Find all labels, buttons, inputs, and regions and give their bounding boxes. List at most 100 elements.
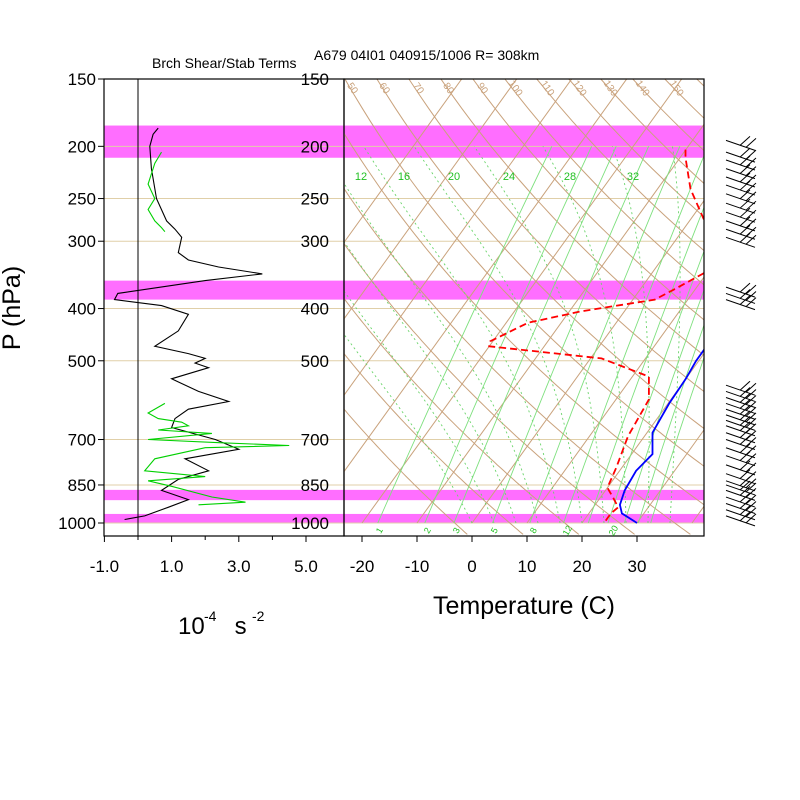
dry-adiabat — [600, 79, 704, 185]
dry-adiabat — [504, 79, 704, 286]
moist-adiabat — [344, 333, 473, 524]
wind-barb — [725, 232, 757, 248]
left-x-unit-label: 10 -4 s -2 — [178, 608, 265, 640]
wind-barb-flag — [745, 507, 757, 518]
isotherm — [344, 79, 573, 397]
mixing-ratio-label: 32 — [627, 171, 639, 183]
skewt-pressure-label: 300 — [301, 232, 329, 251]
isotherm — [581, 352, 704, 524]
wind-barb — [725, 492, 757, 508]
wind-barb — [725, 476, 757, 492]
pressure-tick-label: 850 — [68, 476, 96, 495]
isotherm — [344, 79, 518, 320]
x-tick-label: 5.0 — [294, 557, 318, 576]
potential-temperature-label: 80 — [440, 81, 456, 97]
wind-barb-flag — [739, 172, 751, 183]
pressure-tick-label: 200 — [68, 137, 96, 156]
wind-barb-flag — [739, 505, 751, 516]
wind-barb — [725, 511, 757, 527]
wind-barb-flag — [745, 166, 757, 177]
mixing-ratio-label: 3 — [451, 526, 462, 535]
dry-adiabat — [376, 79, 704, 430]
wind-barb-flag — [745, 382, 757, 393]
mixing-ratio-line — [424, 146, 593, 524]
wind-barb-flag — [739, 282, 751, 293]
wind-barb-flag — [745, 297, 757, 307]
mixing-ratio-line — [453, 146, 617, 524]
left-pressure-ticks: 150 200 250 300 400 500 700 850 1000 — [58, 70, 104, 533]
mixing-ratio-label: 24 — [503, 171, 515, 183]
pressure-tick-label: 500 — [68, 352, 96, 371]
wind-barb — [725, 451, 757, 467]
wind-barb — [725, 216, 757, 232]
mixing-ratio-line — [637, 323, 704, 524]
mixing-ratio-label: 1 — [374, 526, 385, 535]
wind-barb — [725, 486, 757, 501]
unit-exponent-1: -4 — [204, 608, 217, 624]
wind-barb-flag — [739, 147, 751, 158]
wind-barb — [725, 469, 757, 485]
wind-barb — [725, 224, 757, 240]
left-series-group — [113, 127, 290, 521]
potential-temperature-label: 120 — [570, 79, 589, 99]
y-axis-label: P (hPa) — [0, 266, 26, 350]
wind-barb-flag — [739, 393, 751, 403]
wind-barb-flag — [739, 207, 751, 218]
wind-barb-flag — [739, 289, 751, 299]
wind-barb-flag — [739, 410, 751, 421]
wind-barb — [725, 198, 757, 214]
mixing-ratio-label: 20 — [607, 524, 621, 538]
mixing-ratio-label: 12 — [355, 171, 367, 183]
wind-barb — [725, 155, 757, 171]
x-tick-label: 1.0 — [160, 557, 184, 576]
dry-adiabat — [344, 408, 468, 535]
mixing-ratio-line — [563, 154, 704, 524]
wind-barb — [725, 435, 757, 450]
mixing-ratio-label: 8 — [528, 526, 539, 535]
wind-barb-flag — [745, 501, 757, 511]
wind-barb-flag — [739, 295, 751, 305]
wind-barb-flag — [739, 476, 751, 487]
wind-barb-flag — [745, 462, 757, 473]
wind-barb-flag — [739, 443, 751, 454]
highlight-band — [104, 513, 704, 523]
wind-barb-flag — [745, 284, 757, 295]
mixing-ratio-line — [492, 146, 650, 524]
temp-tick-label: 10 — [518, 557, 537, 576]
temp-tick-label: 30 — [628, 557, 647, 576]
isotherm — [636, 429, 704, 524]
potential-temperature-label: 70 — [410, 81, 426, 97]
wind-barb — [725, 180, 757, 196]
pressure-tick-label: 400 — [68, 300, 96, 319]
skewt-panel-title: A679 04I01 040915/1006 R= 308km — [314, 47, 539, 63]
wind-barb-flag — [745, 482, 757, 493]
wind-barb-flag — [739, 189, 751, 200]
highlight-band — [104, 489, 704, 501]
dry-adiabat — [344, 297, 580, 535]
wind-barb-flag — [739, 511, 751, 522]
wind-barb-flag — [739, 486, 751, 496]
dry-adiabat — [344, 242, 635, 535]
left-series-line — [143, 402, 290, 506]
skewt-pressure-label: 700 — [301, 431, 329, 450]
mixing-ratio-line — [377, 146, 553, 524]
isotherm — [416, 123, 704, 524]
mixing-ratio-label: 2 — [422, 526, 433, 535]
skewt-pressure-label: 850 — [301, 476, 329, 495]
wind-barb-flag — [745, 209, 757, 220]
dry-adiabat — [696, 79, 704, 87]
wind-barb — [725, 399, 757, 414]
wind-barb — [725, 505, 757, 521]
wind-barb-flag — [739, 399, 751, 409]
wind-barb-flag — [739, 198, 751, 209]
wind-barb-flag — [739, 460, 751, 471]
dry-adiabat — [472, 79, 704, 321]
x-tick-label: -1.0 — [90, 557, 119, 576]
pressure-tick-label: 250 — [68, 190, 96, 209]
wind-barb-flag — [745, 494, 757, 505]
wind-barb-flag — [739, 492, 751, 503]
wind-barb-flag — [739, 136, 751, 146]
pressure-tick-label: 700 — [68, 431, 96, 450]
pressure-tick-label: 1000 — [58, 514, 96, 533]
wind-barb-flag — [739, 428, 751, 439]
